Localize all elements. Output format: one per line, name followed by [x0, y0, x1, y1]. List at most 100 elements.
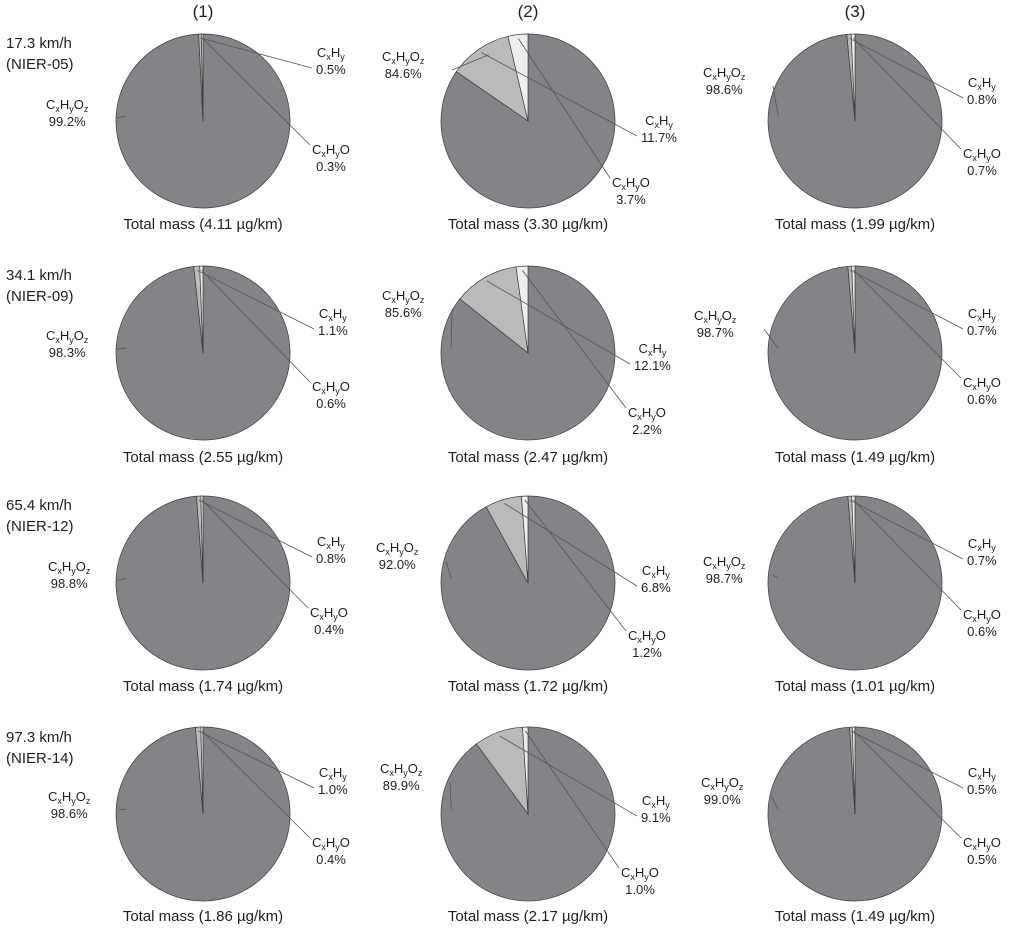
- slice-formula: CxHyOz: [380, 761, 423, 778]
- row-label: 17.3 km/h (NIER-05): [6, 33, 74, 75]
- leader-line: [524, 499, 627, 632]
- slice-label: CxHyO 0.5%: [963, 834, 1001, 868]
- leader-line: [521, 269, 627, 409]
- slice-formula: CxHy: [316, 534, 345, 551]
- leader-line: [849, 499, 964, 560]
- slice-label: CxHy 12.1%: [634, 340, 671, 374]
- pie-slice-cxhyo: [521, 495, 529, 584]
- slice-formula: CxHyO: [963, 146, 1001, 163]
- column-header: (2): [517, 2, 539, 21]
- pie-slice-cxhyo: [522, 726, 529, 815]
- slice-percent: 98.8%: [50, 576, 88, 591]
- row-label: 97.3 km/h (NIER-14): [6, 727, 74, 769]
- slice-formula: CxHyO: [312, 835, 350, 852]
- slice-percent: 98.7%: [705, 571, 743, 586]
- total-mass-caption: Total mass (1.72 µg/km): [447, 678, 609, 695]
- leader-line: [849, 37, 964, 99]
- pie-slice-cxhy: [459, 266, 529, 354]
- slice-percent: 1.1%: [318, 323, 348, 338]
- leader-line: [853, 269, 962, 379]
- slice-formula: CxHyO: [312, 379, 350, 396]
- total-mass-caption: Total mass (1.49 µg/km): [774, 449, 936, 466]
- slice-formula: CxHyO: [621, 865, 659, 882]
- slice-formula: CxHy: [318, 765, 347, 782]
- leader-line: [201, 730, 311, 839]
- slice-formula: CxHy: [645, 113, 673, 130]
- slice-percent: 98.3%: [48, 345, 86, 360]
- slice-label: CxHyO 1.2%: [628, 627, 666, 661]
- slice-label: CxHy 0.7%: [967, 535, 997, 569]
- leader-line: [518, 38, 611, 179]
- slice-percent: 0.5%: [316, 62, 346, 77]
- total-mass-caption: Total mass (1.86 µg/km): [122, 908, 284, 925]
- slice-formula: CxHyOz: [701, 775, 744, 792]
- slice-label: CxHyO 0.6%: [963, 374, 1001, 408]
- leader-line: [853, 730, 962, 839]
- slice-percent: 99.2%: [48, 114, 86, 129]
- slice-label: CxHyOz 98.6%: [48, 788, 90, 822]
- slice-percent: 84.6%: [384, 66, 422, 81]
- slice-percent: 0.8%: [967, 92, 997, 107]
- slice-label: CxHyO 2.2%: [628, 404, 666, 438]
- slice-percent: 3.7%: [616, 192, 646, 207]
- row-speed: 65.4 km/h: [6, 497, 72, 514]
- slice-label: CxHyO 0.3%: [312, 141, 350, 175]
- slice-percent: 2.2%: [632, 422, 662, 437]
- slice-percent: 0.6%: [967, 392, 997, 407]
- leader-line: [117, 808, 127, 811]
- slice-percent: 0.7%: [967, 163, 997, 178]
- total-mass-caption: Total mass (1.49 µg/km): [774, 908, 936, 925]
- pie-slice-cxhyo: [515, 265, 529, 354]
- slice-percent: 0.6%: [316, 396, 346, 411]
- slice-formula: CxHyOz: [382, 49, 425, 66]
- slice-formula: CxHyO: [628, 405, 666, 422]
- slice-formula: CxHy: [638, 341, 667, 358]
- total-mass-caption: Total mass (3.30 µg/km): [447, 216, 609, 233]
- leader-line: [772, 574, 779, 579]
- slice-label: CxHyOz 99.2%: [46, 96, 88, 130]
- leader-line: [449, 781, 452, 810]
- slice-label: CxHyO 0.4%: [310, 604, 348, 638]
- pie-slice-cxhyo: [200, 495, 204, 584]
- slice-formula: CxHy: [967, 536, 996, 553]
- slice-percent: 11.7%: [641, 130, 677, 145]
- total-mass-caption: Total mass (1.74 µg/km): [122, 678, 284, 695]
- slice-percent: 12.1%: [634, 358, 671, 373]
- slice-percent: 98.7%: [696, 325, 734, 340]
- slice-label: CxHy 6.8%: [641, 562, 671, 596]
- leader-line: [201, 269, 311, 383]
- leader-line: [450, 308, 453, 349]
- leader-line: [115, 115, 127, 119]
- leader-line: [198, 499, 313, 558]
- slice-percent: 0.6%: [967, 624, 997, 639]
- pie-slice-cxhyo: [851, 726, 856, 815]
- leader-line: [117, 577, 127, 581]
- slice-label: CxHy 11.7%: [641, 112, 677, 146]
- slice-formula: CxHyO: [963, 607, 1001, 624]
- slice-label: CxHyOz 98.6%: [703, 64, 745, 98]
- slice-formula: CxHyOz: [703, 65, 746, 82]
- leader-line: [850, 730, 964, 789]
- slice-label: CxHy 0.5%: [967, 764, 997, 798]
- slice-label: CxHy 0.7%: [967, 305, 997, 339]
- slice-percent: 1.0%: [625, 882, 655, 897]
- row-cycle: (NIER-12): [6, 518, 74, 535]
- slice-percent: 1.2%: [632, 645, 662, 660]
- total-mass-caption: Total mass (2.17 µg/km): [447, 908, 609, 925]
- pie-slice-cxhyo: [201, 33, 204, 122]
- slice-label: CxHyOz 84.6%: [382, 48, 424, 82]
- leader-line: [445, 560, 452, 579]
- slice-label: CxHyOz 98.3%: [46, 327, 88, 361]
- total-mass-caption: Total mass (1.99 µg/km): [774, 216, 936, 233]
- slice-label: CxHyOz 85.6%: [382, 287, 424, 321]
- slice-percent: 0.4%: [314, 622, 344, 637]
- slice-formula: CxHy: [641, 793, 670, 810]
- leader-line: [451, 54, 489, 71]
